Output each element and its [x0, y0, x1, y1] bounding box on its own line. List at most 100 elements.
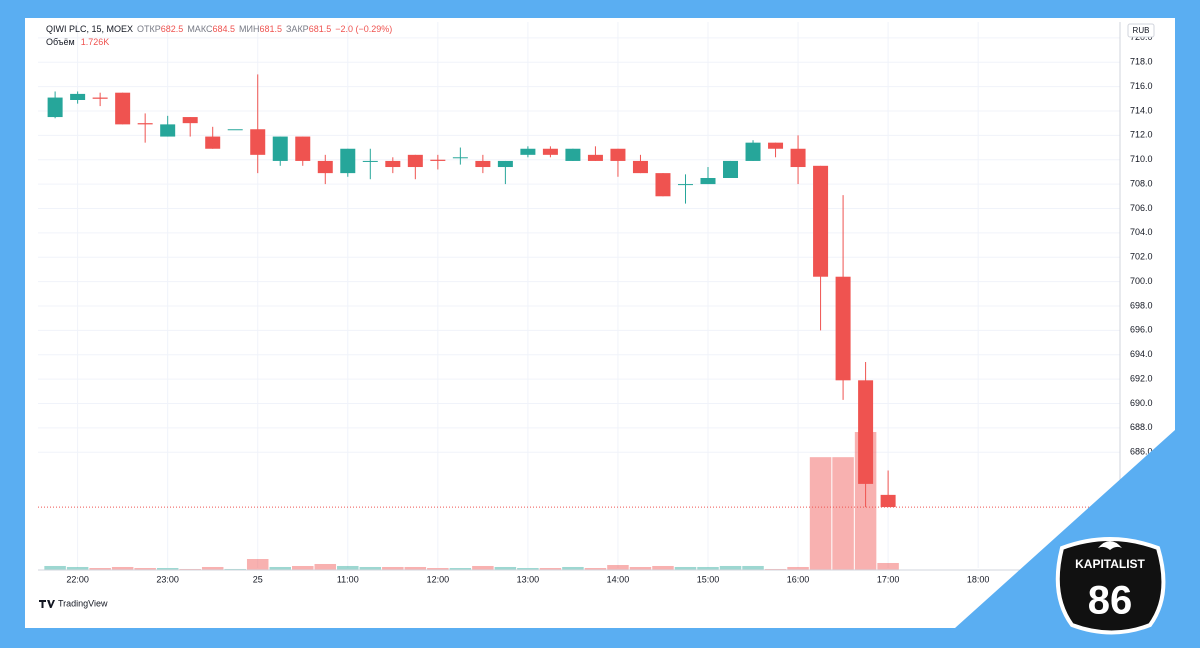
x-tick-label: 22:00	[66, 574, 89, 584]
volume-bar	[382, 566, 404, 570]
y-tick-label: 700.0	[1130, 276, 1153, 286]
brand-logo: TradingView	[39, 598, 108, 608]
y-tick-label: 696.0	[1130, 325, 1153, 335]
y-tick-label: 688.0	[1130, 422, 1153, 432]
volume-bar	[629, 566, 652, 570]
volume-bar	[201, 566, 224, 570]
x-tick-label: 11:00	[337, 574, 359, 584]
symbol: QIWI PLC, 15, MOEX	[46, 24, 133, 34]
candle-body	[407, 154, 423, 168]
x-tick-label: 12:00	[427, 574, 450, 584]
volume-bar	[787, 566, 809, 570]
y-tick-label: 698.0	[1130, 300, 1153, 310]
candle-body	[835, 276, 851, 381]
candle-body	[655, 173, 671, 197]
y-tick-label: 718.0	[1130, 57, 1153, 67]
candle-body	[227, 129, 243, 131]
ohlc-value: 682.5	[161, 24, 184, 34]
candle-body	[160, 124, 176, 137]
volume-bar	[697, 566, 719, 570]
candle-body	[542, 148, 558, 155]
ohlc-value: 681.5	[309, 24, 332, 34]
volume-bar	[562, 566, 584, 570]
candle-body	[632, 160, 648, 174]
candle-body	[340, 148, 356, 174]
y-tick-label: 716.0	[1130, 81, 1153, 91]
x-tick-label: 17:00	[877, 574, 900, 584]
x-tick-label: 16:00	[787, 574, 810, 584]
ohlc-label: МАКС	[187, 24, 213, 34]
y-tick-label: 714.0	[1130, 105, 1153, 115]
volume-legend: Объём 1.726K	[46, 37, 109, 47]
volume-bar	[89, 568, 111, 570]
volume-bar	[449, 568, 472, 570]
y-tick-label: 704.0	[1130, 227, 1153, 237]
volume-bar	[156, 568, 179, 570]
volume-bar	[719, 565, 742, 570]
volume-bar	[224, 568, 246, 570]
candle-body	[880, 494, 896, 508]
candle-body	[70, 93, 86, 100]
ohlc-value: 681.5	[259, 24, 282, 34]
candle-body	[475, 160, 491, 168]
ohlc-label: ЗАКР	[286, 24, 309, 34]
candles-layer	[38, 74, 1120, 508]
candle-body	[272, 136, 288, 161]
volume-bar	[539, 568, 562, 570]
currency-box	[1127, 23, 1155, 38]
y-tick-label: 690.0	[1130, 398, 1153, 408]
x-tick-label: 23:00	[156, 574, 179, 584]
volume-bar	[337, 565, 359, 570]
currency: RUB	[1133, 26, 1150, 35]
candle-body	[723, 160, 739, 178]
volume-bar	[607, 565, 629, 570]
y-tick-label: 692.0	[1130, 373, 1153, 383]
candle-body	[295, 136, 311, 161]
candle-body	[677, 184, 693, 186]
volume-bar	[292, 565, 314, 570]
candle-body	[700, 178, 716, 185]
y-tick-label: 710.0	[1130, 154, 1153, 164]
y-tick-label: 702.0	[1130, 252, 1153, 262]
y-tick-label: 686.0	[1130, 447, 1153, 457]
y-tick-label: 706.0	[1130, 203, 1153, 213]
candle-body	[565, 148, 581, 161]
candle-body	[497, 160, 513, 168]
candle-body	[362, 160, 378, 162]
volume-bar	[404, 566, 427, 570]
x-tick-label: 18:00	[967, 574, 990, 584]
volume-bar	[179, 568, 201, 570]
volume-bar	[246, 559, 269, 570]
volume-bar	[314, 563, 337, 570]
candle-body	[745, 142, 761, 161]
ohlc-label: ОТКР	[137, 24, 161, 34]
change: −2.0 (−0.29%)	[335, 24, 392, 34]
x-tick-label: 13:00	[517, 574, 540, 584]
legend-header: QIWI PLC, 15, MOEX ОТКР682.5 МАКС684.5 МИН6…	[46, 24, 392, 34]
candle-body	[47, 97, 63, 118]
badge-number: 86	[1088, 579, 1133, 623]
x-tick-label: 25	[253, 574, 263, 584]
y-tick-label: 708.0	[1130, 178, 1153, 188]
y-tick-label: 712.0	[1130, 130, 1153, 140]
ohlc-value: 684.5	[212, 24, 235, 34]
volume-bar	[652, 565, 674, 570]
candle-body	[430, 159, 446, 161]
candle-body	[520, 148, 536, 155]
volume-bar	[134, 568, 156, 570]
volume-title: Объём	[46, 37, 75, 47]
chart-panel	[25, 18, 1175, 628]
candle-body	[250, 129, 266, 155]
ohlc-label: МИН	[239, 24, 259, 34]
candle-body	[452, 157, 468, 159]
volume-bar	[427, 568, 449, 570]
candle-body	[137, 123, 153, 125]
candle-body	[587, 154, 603, 161]
volume-bar	[809, 457, 832, 570]
candle-body	[115, 92, 131, 125]
volume-bar	[66, 566, 89, 570]
volume-bar	[832, 457, 854, 570]
candle-body	[790, 148, 806, 168]
candle-body	[768, 142, 784, 149]
